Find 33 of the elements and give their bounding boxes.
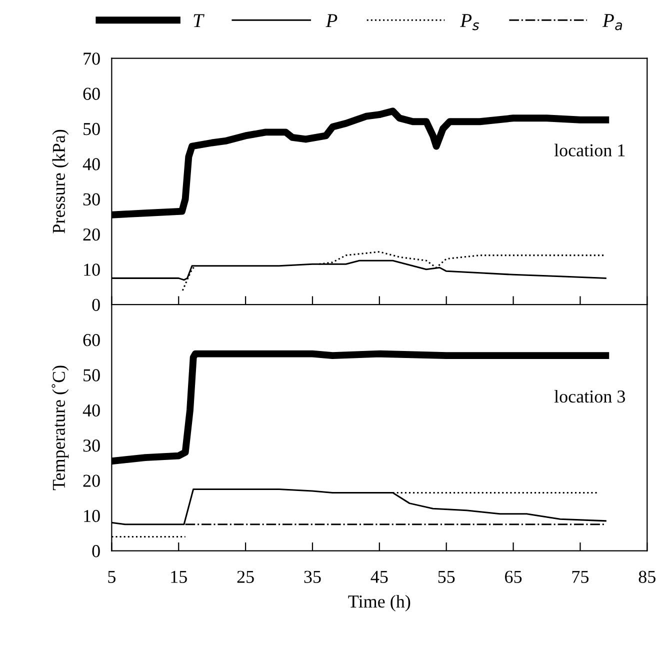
annotation: location 3 [554,390,626,403]
x-tick-label: 55 [438,570,455,583]
y-tick-label: 20 [83,228,100,241]
y-tick-label: 70 [84,52,100,65]
x-tick-label: 85 [638,570,656,583]
y-tick-label: 30 [83,440,100,452]
y-tick-label: 20 [83,474,100,487]
legend-label: T [194,14,204,27]
annotation: location 1 [554,144,625,156]
x-axis-title: Time (h) [348,594,410,612]
y-tick-label: 60 [83,88,100,100]
y-tick-label: 10 [84,264,100,276]
y-axis-title: Pressure (kPa) [52,130,69,234]
x-tick-label: 5 [108,570,116,583]
x-tick-label: 65 [505,570,522,583]
y-tick-label: 10 [84,510,100,522]
x-tick-label: 15 [171,570,187,583]
y-tick-label: 60 [83,334,100,346]
y-axis-title: Temperature (˚C) [52,366,69,490]
y-tick-label: 40 [82,404,100,417]
y-tick-label: 0 [92,545,100,558]
x-tick-label: 25 [237,570,254,583]
y-tick-label: 0 [92,298,100,311]
legend-label: P$_{s}$ [460,14,480,30]
y-tick-label: 40 [82,158,100,170]
y-tick-label: 30 [83,193,100,206]
x-tick-label: 75 [572,570,589,583]
legend-label: P [326,14,338,27]
y-tick-label: 50 [84,369,100,382]
x-tick-label: 35 [304,570,321,583]
x-tick-label: 45 [370,570,388,583]
text: P$_{a}$ [602,14,622,30]
y-tick-label: 50 [84,122,100,136]
